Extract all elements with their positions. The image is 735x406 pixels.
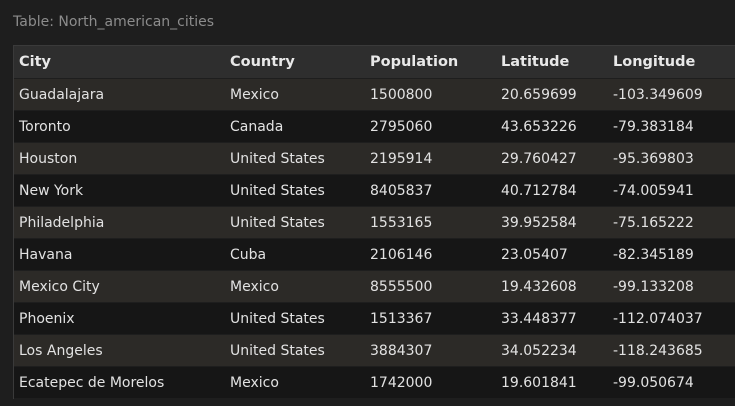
cell-population: 8405837 xyxy=(370,182,433,199)
cell-city: Mexico City xyxy=(19,278,100,295)
cell-longitude: -118.243685 xyxy=(613,342,703,359)
cell-longitude: -112.074037 xyxy=(613,310,703,327)
table-row[interactable]: Philadelphia United States 1553165 39.95… xyxy=(14,207,735,239)
table-row[interactable]: Mexico City Mexico 8555500 19.432608 -99… xyxy=(14,271,735,303)
column-header-longitude[interactable]: Longitude xyxy=(613,54,696,70)
cell-latitude: 43.653226 xyxy=(501,118,577,135)
cell-city: Ecatepec de Morelos xyxy=(19,374,165,391)
cell-country: Mexico xyxy=(230,374,279,391)
cell-country: Cuba xyxy=(230,246,267,263)
cell-city: New York xyxy=(19,182,84,199)
cell-latitude: 20.659699 xyxy=(501,86,577,103)
cell-city: Phoenix xyxy=(19,310,75,327)
cell-population: 2795060 xyxy=(370,118,433,135)
cell-population: 1500800 xyxy=(370,86,433,103)
cell-longitude: -79.383184 xyxy=(613,118,694,135)
cell-population: 2195914 xyxy=(370,150,433,167)
cell-longitude: -82.345189 xyxy=(613,246,694,263)
cell-longitude: -99.133208 xyxy=(613,278,694,295)
column-header-city[interactable]: City xyxy=(19,54,51,70)
column-header-population[interactable]: Population xyxy=(370,54,459,70)
cell-country: United States xyxy=(230,214,325,231)
cell-population: 1513367 xyxy=(370,310,433,327)
cell-longitude: -99.050674 xyxy=(613,374,694,391)
cell-latitude: 34.052234 xyxy=(501,342,577,359)
cell-city: Los Angeles xyxy=(19,342,103,359)
table-row[interactable]: Guadalajara Mexico 1500800 20.659699 -10… xyxy=(14,79,735,111)
cell-country: Mexico xyxy=(230,86,279,103)
cell-city: Philadelphia xyxy=(19,214,105,231)
data-table: City Country Population Latitude Longitu… xyxy=(13,45,735,399)
table-row[interactable]: Toronto Canada 2795060 43.653226 -79.383… xyxy=(14,111,735,143)
cell-country: United States xyxy=(230,342,325,359)
cell-latitude: 19.432608 xyxy=(501,278,577,295)
cell-city: Havana xyxy=(19,246,73,263)
table-row[interactable]: Ecatepec de Morelos Mexico 1742000 19.60… xyxy=(14,367,735,399)
cell-longitude: -74.005941 xyxy=(613,182,694,199)
cell-population: 8555500 xyxy=(370,278,433,295)
cell-country: Mexico xyxy=(230,278,279,295)
cell-population: 1742000 xyxy=(370,374,433,391)
cell-latitude: 19.601841 xyxy=(501,374,577,391)
cell-country: United States xyxy=(230,150,325,167)
cell-city: Toronto xyxy=(19,118,71,135)
cell-population: 2106146 xyxy=(370,246,433,263)
table-row[interactable]: Havana Cuba 2106146 23.05407 -82.345189 xyxy=(14,239,735,271)
cell-longitude: -75.165222 xyxy=(613,214,694,231)
column-header-country[interactable]: Country xyxy=(230,54,295,70)
table-header-row: City Country Population Latitude Longitu… xyxy=(14,46,735,79)
cell-city: Houston xyxy=(19,150,78,167)
column-header-latitude[interactable]: Latitude xyxy=(501,54,570,70)
cell-country: United States xyxy=(230,182,325,199)
table-row[interactable]: Houston United States 2195914 29.760427 … xyxy=(14,143,735,175)
table-row[interactable]: New York United States 8405837 40.712784… xyxy=(14,175,735,207)
cell-country: Canada xyxy=(230,118,284,135)
table-row[interactable]: Phoenix United States 1513367 33.448377 … xyxy=(14,303,735,335)
cell-population: 1553165 xyxy=(370,214,433,231)
cell-latitude: 40.712784 xyxy=(501,182,577,199)
cell-country: United States xyxy=(230,310,325,327)
cell-latitude: 23.05407 xyxy=(501,246,568,263)
cell-longitude: -103.349609 xyxy=(613,86,703,103)
cell-latitude: 33.448377 xyxy=(501,310,577,327)
cell-longitude: -95.369803 xyxy=(613,150,694,167)
cell-latitude: 29.760427 xyxy=(501,150,577,167)
table-row[interactable]: Los Angeles United States 3884307 34.052… xyxy=(14,335,735,367)
cell-latitude: 39.952584 xyxy=(501,214,577,231)
cell-population: 3884307 xyxy=(370,342,433,359)
table-title: Table: North_american_cities xyxy=(13,14,215,30)
cell-city: Guadalajara xyxy=(19,86,105,103)
